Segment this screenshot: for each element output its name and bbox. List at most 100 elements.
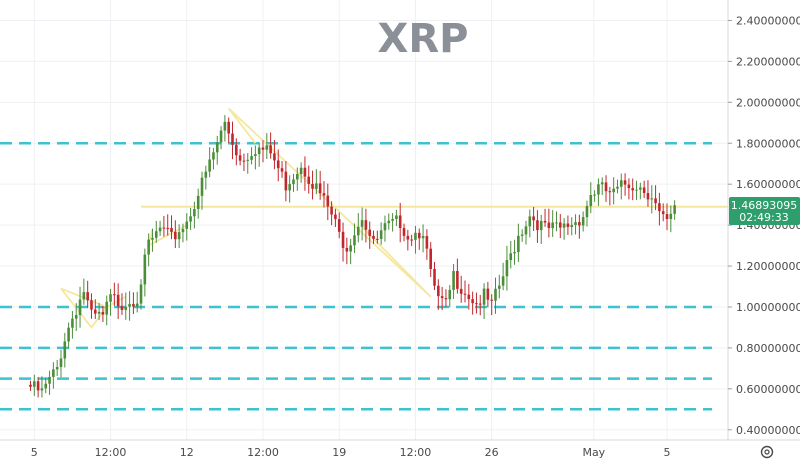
candle-body: [341, 231, 345, 248]
candle-body: [59, 358, 63, 368]
grid-lines: [0, 0, 728, 440]
chart-title: XRP: [378, 16, 469, 62]
candle-body: [303, 167, 307, 177]
candle-body: [288, 184, 291, 191]
candle-body: [181, 228, 185, 233]
y-tick-label: 1.80000000: [736, 137, 800, 150]
candle-body: [231, 133, 234, 145]
candle-body: [147, 239, 150, 255]
candle-body: [48, 376, 51, 384]
candle-body: [513, 252, 516, 254]
candle-body: [299, 167, 303, 175]
candle-body: [444, 298, 448, 300]
candle-body: [566, 223, 570, 227]
candle-body: [528, 216, 532, 227]
candle-body: [280, 168, 284, 172]
candle-body: [204, 171, 208, 178]
candle-body: [78, 299, 82, 316]
candle-body: [124, 306, 128, 310]
x-tick-label: 12:00: [400, 446, 432, 459]
candle-body: [471, 299, 474, 304]
candle-body: [177, 232, 181, 240]
candle-body: [406, 235, 410, 240]
candle-body: [29, 384, 32, 387]
candle-body: [524, 226, 528, 235]
candle-body: [238, 155, 242, 161]
x-tick-label: 12: [180, 446, 194, 459]
candle-body: [200, 177, 204, 196]
candle-body: [425, 236, 429, 249]
candle-body: [410, 239, 413, 241]
candle-body: [398, 215, 402, 229]
candle-body: [116, 294, 120, 307]
y-tick-label: 2.20000000: [736, 55, 800, 68]
candle-body: [223, 121, 227, 131]
candle-body: [402, 228, 406, 236]
candle-body: [63, 341, 67, 359]
candle-body: [372, 235, 375, 239]
candle-body: [90, 300, 93, 310]
candle-body: [600, 182, 604, 185]
y-tick-label: 0.40000000: [736, 424, 800, 437]
candle-body: [257, 147, 261, 155]
y-tick-label: 1.00000000: [736, 301, 800, 314]
candle-body: [543, 220, 547, 223]
candle-body: [440, 296, 444, 299]
candle-body: [334, 214, 337, 220]
candle-body: [101, 311, 105, 315]
candle-body: [120, 306, 124, 310]
candle-body: [646, 192, 650, 200]
candle-body: [536, 220, 539, 231]
candle-body: [517, 235, 520, 253]
candle-body: [379, 230, 383, 239]
candle-body: [391, 218, 394, 221]
candle-body: [558, 222, 562, 228]
candle-body: [505, 260, 509, 277]
candle-body: [55, 367, 59, 370]
candle-body: [360, 220, 364, 227]
y-tick-label: 2.40000000: [736, 14, 800, 27]
candle-body: [486, 288, 490, 300]
candle-body: [578, 222, 581, 226]
candle-body: [623, 180, 627, 185]
candle-body: [139, 284, 143, 304]
candle-body: [608, 191, 612, 193]
candle-body: [208, 159, 211, 172]
x-tick-label: 19: [332, 446, 346, 459]
candle-body: [356, 226, 360, 236]
candle-body: [86, 292, 89, 301]
candle-body: [273, 153, 276, 161]
candle-body: [193, 209, 196, 217]
candle-body: [532, 216, 535, 221]
candle-body: [616, 186, 619, 189]
candle-body: [395, 215, 398, 219]
candle-body: [265, 145, 269, 150]
candle-body: [345, 247, 349, 252]
candle-body: [295, 174, 299, 180]
candle-body: [330, 206, 333, 215]
candle-body: [318, 183, 322, 194]
candle-body: [585, 206, 589, 218]
candle-body: [33, 381, 36, 387]
trendline: [227, 107, 257, 144]
gear-icon[interactable]: [760, 445, 774, 459]
candle-body: [74, 315, 78, 319]
candle-body: [276, 160, 280, 169]
candle-body: [448, 289, 452, 300]
candle-body: [539, 220, 543, 231]
candle-body: [642, 187, 646, 193]
candle-body: [353, 235, 356, 246]
candle-body: [322, 193, 326, 196]
candle-body: [665, 214, 669, 220]
candle-body: [154, 231, 158, 238]
y-tick-label: 1.60000000: [736, 178, 800, 191]
candle-body: [105, 301, 109, 315]
x-axis[interactable]: 5 12:00 12 12:00 19 12:00 26 May 5: [0, 439, 800, 462]
candle-body: [113, 294, 116, 296]
candle-body: [132, 303, 135, 307]
candle-body: [555, 222, 558, 224]
candle-body: [349, 245, 352, 252]
candle-body: [635, 189, 638, 191]
candle-body: [162, 227, 166, 229]
